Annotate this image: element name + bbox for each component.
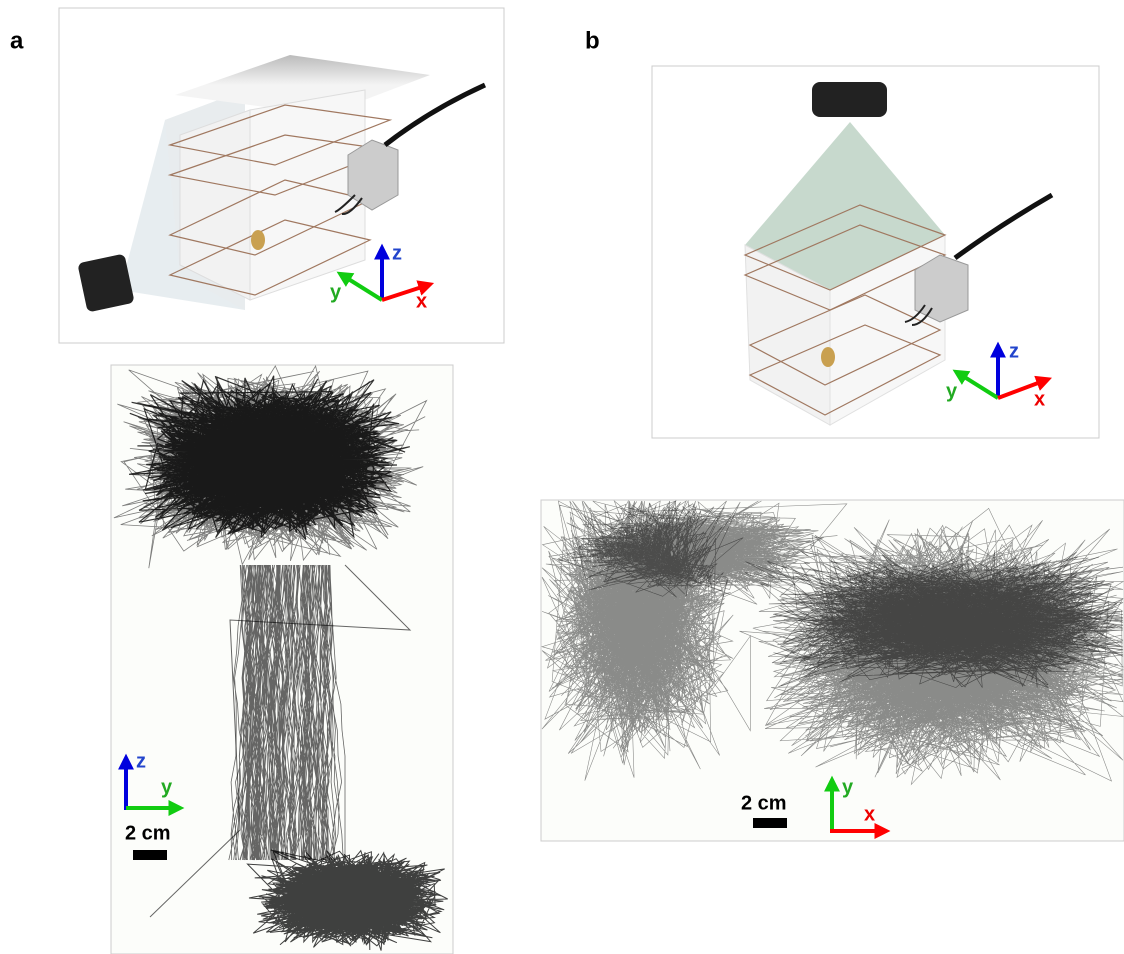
axis-label: y (842, 776, 854, 798)
axis-label: y (330, 281, 342, 303)
figure: a b z y x (0, 0, 1124, 954)
scale-bar (753, 818, 787, 828)
axis-label: z (392, 242, 402, 264)
axis-label: x (864, 803, 875, 825)
axis-label: y (161, 776, 173, 798)
axis-label: x (1034, 388, 1045, 410)
axis-label: z (136, 750, 146, 772)
panel-label: b (585, 27, 600, 54)
axis-label: x (416, 290, 427, 312)
setup-diagram-a: z y x (59, 8, 504, 343)
axis-label: z (1009, 340, 1019, 362)
panel-label: a (10, 27, 24, 54)
scale-bar (133, 850, 167, 860)
scale-bar-label: 2 cm (741, 792, 787, 814)
scale-bar-label: 2 cm (125, 822, 171, 844)
axis-label: y (946, 380, 958, 402)
setup-diagram-b: z y x (652, 66, 1099, 438)
